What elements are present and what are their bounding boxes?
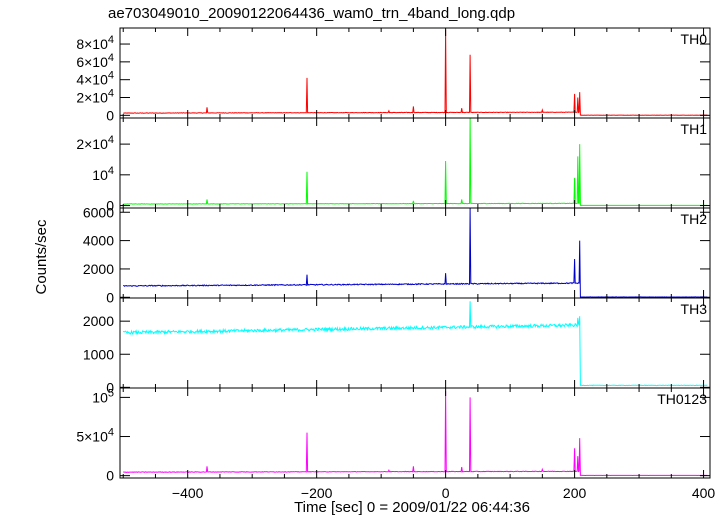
y-axis-label: Counts/sec bbox=[33, 219, 50, 295]
y-tick-label: 6×104 bbox=[76, 52, 114, 70]
y-tick-label: 105 bbox=[92, 387, 114, 405]
y-tick-label: 2000 bbox=[83, 261, 114, 277]
y-tick-label: 0 bbox=[106, 289, 114, 305]
y-tick-label: 5×104 bbox=[76, 427, 114, 445]
y-tick-label: 104 bbox=[92, 165, 114, 183]
y-tick-label: 0 bbox=[106, 379, 114, 395]
y-tick-label: 1000 bbox=[83, 346, 114, 362]
panel-label-th0123: TH0123 bbox=[657, 391, 707, 407]
x-tick-label: 0 bbox=[442, 485, 450, 501]
y-tick-label: 8×104 bbox=[76, 34, 114, 52]
panel-label-th1: TH1 bbox=[681, 121, 708, 137]
panel-label-th0: TH0 bbox=[681, 31, 708, 47]
y-tick-label: 0 bbox=[106, 198, 114, 214]
x-tick-label: 400 bbox=[692, 485, 716, 501]
x-tick-label: 200 bbox=[563, 485, 587, 501]
y-tick-label: 2×104 bbox=[76, 134, 114, 152]
series-line-th1 bbox=[123, 117, 708, 206]
x-tick-label: −200 bbox=[301, 485, 333, 501]
y-tick-label: 2000 bbox=[83, 313, 114, 329]
panel-frame bbox=[119, 27, 711, 119]
panel-frame bbox=[119, 387, 711, 479]
y-tick-label: 6000 bbox=[83, 204, 114, 220]
y-tick-label: 2×104 bbox=[76, 88, 114, 106]
panel-th1: 0 104 2×104 TH1 bbox=[76, 117, 711, 214]
panel-label-th3: TH3 bbox=[681, 301, 708, 317]
panel-label-th2: TH2 bbox=[681, 211, 708, 227]
series-line-th2 bbox=[123, 207, 708, 298]
x-axis-label: Time [sec] 0 = 2009/01/22 06:44:36 bbox=[294, 499, 530, 516]
x-axis: −400 −200 0 200 400 bbox=[172, 485, 716, 501]
chart-title: ae703049010_20090122064436_wam0_trn_4ban… bbox=[108, 5, 515, 22]
y-tick-label: 4000 bbox=[83, 233, 114, 249]
panel-th3: 0 1000 2000 TH3 bbox=[83, 297, 711, 395]
panel-th0123: 0 5×104 105 TH0123 bbox=[76, 387, 711, 484]
series-line-th3 bbox=[122, 301, 708, 387]
series-line-th0 bbox=[123, 29, 708, 116]
series-line-th0123 bbox=[123, 391, 708, 477]
y-tick-label: 4×104 bbox=[76, 70, 114, 88]
panel-frame bbox=[119, 297, 711, 389]
y-tick-label: 0 bbox=[106, 107, 114, 123]
panel-frame bbox=[119, 117, 711, 209]
y-tick-label: 0 bbox=[106, 468, 114, 484]
x-tick-label: −400 bbox=[172, 485, 204, 501]
panel-th2: 0 2000 4000 6000 TH2 bbox=[83, 204, 711, 305]
